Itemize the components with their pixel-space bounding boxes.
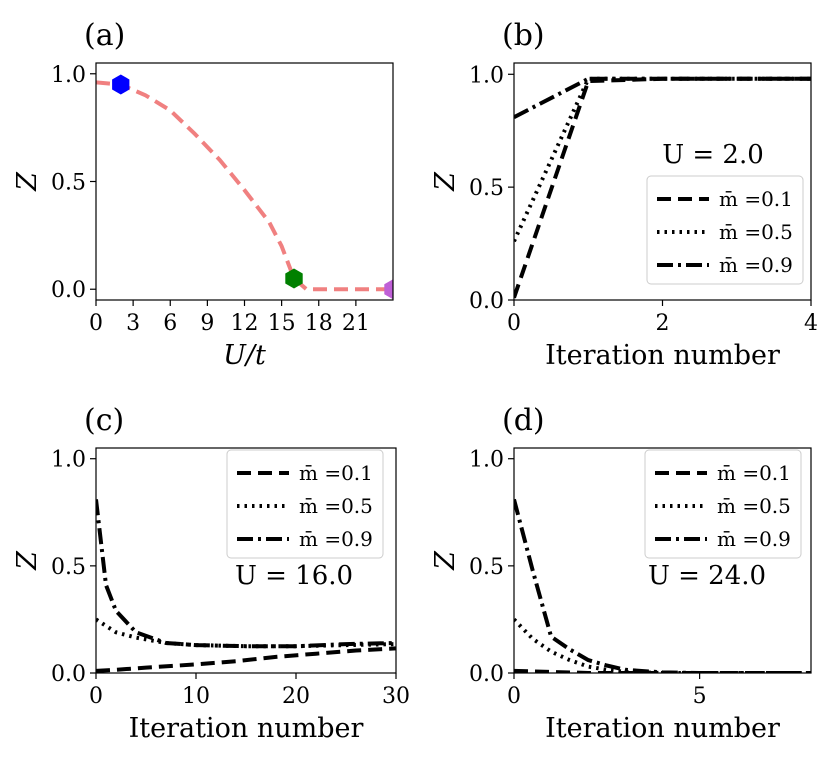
legend-frame (226, 449, 384, 559)
panel-label: (c) (84, 403, 124, 438)
x-tick-label: 5 (693, 684, 707, 709)
legend-entry-label: m̄ =0.9 (717, 527, 791, 551)
series-line-dashed (514, 668, 811, 673)
series-line-dashdot (514, 76, 811, 119)
y-axis-label: Z (430, 171, 461, 192)
series-line-dashed (96, 80, 393, 292)
y-tick-label: 0.5 (51, 171, 86, 196)
y-tick-label: 0.5 (469, 176, 504, 201)
y-tick-label: 1.0 (469, 448, 504, 473)
legend-entry-label: m̄ =0.5 (717, 494, 791, 518)
y-tick-label: 0.0 (469, 662, 504, 687)
data-marker-hexagon (384, 279, 393, 300)
x-tick-label: 2 (656, 311, 670, 336)
y-tick-label: 0.5 (51, 555, 86, 580)
x-tick-label: 6 (163, 311, 177, 336)
x-tick-label: 21 (342, 311, 370, 336)
u-value-annotation: U = 2.0 (662, 140, 764, 170)
x-tick-label: 10 (182, 684, 210, 709)
panel-b: (b) 0 2 4 0.0 0.5 1.0 Iteration number Z U = 2.0 m… (430, 18, 818, 371)
x-tick-label: 18 (305, 311, 333, 336)
series-line-dotted (96, 617, 396, 649)
series-line-dashdot (514, 498, 811, 673)
x-axis-label: U/t (223, 340, 266, 371)
x-tick-label: 0 (89, 684, 103, 709)
y-tick-label: 0.0 (51, 278, 86, 303)
y-tick-label: 0.0 (469, 289, 504, 314)
x-tick-label: 0 (507, 311, 521, 336)
x-tick-label: 0 (507, 684, 521, 709)
panel-c: (c) 0 10 20 30 0.0 0.5 1.0 Iteration number Z U = … (12, 403, 410, 744)
legend-entry-label: m̄ =0.5 (719, 220, 793, 244)
legend-frame (644, 449, 802, 559)
legend: m̄ =0.1 m̄ =0.5 m̄ =0.9 (646, 175, 804, 285)
legend-frame (646, 175, 804, 285)
y-tick-label: 1.0 (51, 63, 86, 88)
data-marker-hexagon (112, 74, 130, 95)
x-axis-label: Iteration number (545, 713, 780, 744)
panel-label: (a) (84, 18, 125, 53)
legend-entry-label: m̄ =0.1 (719, 187, 793, 211)
x-tick-label: 9 (200, 311, 214, 336)
y-tick-label: 1.0 (51, 448, 86, 473)
axes-frame (513, 447, 812, 674)
x-tick-label: 20 (282, 684, 310, 709)
u-value-annotation: U = 24.0 (648, 561, 766, 591)
legend-entry-label: m̄ =0.9 (299, 527, 373, 551)
y-tick-label: 1.0 (469, 63, 504, 88)
data-marker-hexagon (285, 268, 303, 289)
legend-entry-label: m̄ =0.9 (719, 253, 793, 277)
u-value-annotation: U = 16.0 (235, 561, 353, 591)
y-axis-label: Z (12, 171, 43, 192)
x-axis-label: Iteration number (129, 713, 364, 744)
y-tick-label: 0.5 (469, 555, 504, 580)
panel-label: (d) (502, 403, 545, 438)
panel-label: (b) (502, 18, 545, 53)
x-tick-label: 12 (231, 311, 259, 336)
legend-entry-label: m̄ =0.1 (717, 461, 791, 485)
x-tick-label: 4 (804, 311, 818, 336)
series-line-dotted (514, 618, 811, 673)
x-tick-label: 30 (382, 684, 410, 709)
series-line-dashdot (96, 499, 396, 649)
legend: m̄ =0.1 m̄ =0.5 m̄ =0.9 (644, 449, 802, 559)
y-axis-label: Z (430, 550, 461, 571)
x-tick-label: 3 (126, 311, 140, 336)
y-tick-label: 0.0 (51, 662, 86, 687)
legend: m̄ =0.1 m̄ =0.5 m̄ =0.9 (226, 449, 384, 559)
panel-a: (a) 0 3 6 9 12 15 18 21 0.0 0.5 1.0 U/t Z (12, 18, 394, 371)
x-tick-label: 15 (268, 311, 296, 336)
series-line-dashed (96, 646, 396, 673)
x-tick-label: 0 (89, 311, 103, 336)
x-axis-label: Iteration number (545, 340, 780, 371)
y-axis-label: Z (12, 550, 43, 571)
legend-entry-label: m̄ =0.5 (299, 494, 373, 518)
axes-frame (95, 447, 397, 674)
legend-entry-label: m̄ =0.1 (299, 461, 373, 485)
